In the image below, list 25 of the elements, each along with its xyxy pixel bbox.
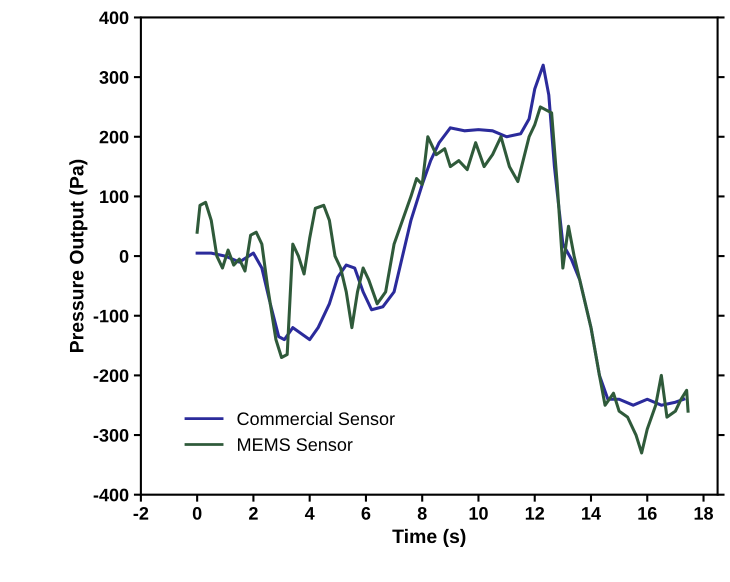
x-tick-label: 6 bbox=[362, 506, 370, 520]
y-tick-label: -100 bbox=[94, 310, 128, 322]
y-tick-label: -400 bbox=[94, 488, 128, 502]
x-tick-label: 12 bbox=[526, 506, 544, 520]
x-tick-label: 18 bbox=[694, 506, 714, 520]
y-tick-label: 100 bbox=[100, 190, 128, 204]
x-tick-label: 0 bbox=[192, 506, 202, 520]
y-tick-label: -300 bbox=[94, 428, 128, 442]
y-tick-label: 200 bbox=[100, 130, 128, 144]
x-tick-label: 8 bbox=[418, 506, 427, 520]
x-tick-label: 10 bbox=[470, 506, 488, 520]
y-tick-label: -200 bbox=[94, 369, 128, 382]
x-tick-label: 2 bbox=[249, 506, 258, 520]
x-tick-label: 14 bbox=[582, 507, 601, 520]
line-series bbox=[196, 105, 690, 454]
x-tick-label: 16 bbox=[638, 506, 657, 520]
legend-label: Commercial Sensor bbox=[237, 412, 395, 426]
x-tick-label: 4 bbox=[304, 507, 315, 520]
y-axis-title: Pressure Output (Pa) bbox=[69, 160, 88, 352]
y-tick-label: 0 bbox=[120, 250, 128, 263]
y-tick-label: 300 bbox=[99, 71, 128, 84]
y-tick-label: 400 bbox=[99, 11, 128, 24]
x-axis-title: Time (s) bbox=[392, 528, 466, 548]
x-tick-label: -2 bbox=[134, 506, 148, 520]
legend-label: MEMS Sensor bbox=[238, 438, 353, 452]
